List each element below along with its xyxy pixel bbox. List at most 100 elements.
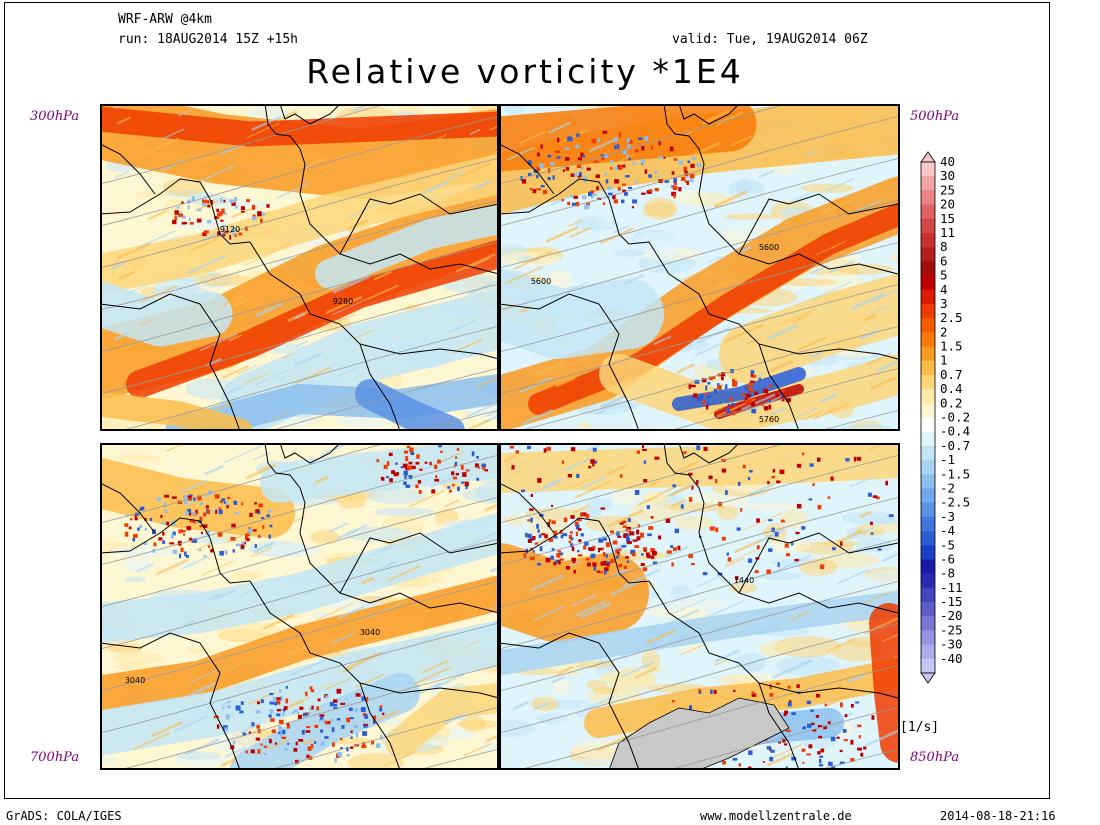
convective-speckle	[648, 189, 653, 192]
convective-speckle	[238, 232, 243, 236]
vorticity-streak	[189, 237, 220, 253]
convective-speckle	[843, 739, 848, 742]
colorbar-tick-label: 0.7	[940, 367, 963, 382]
colorbar-tick-label: -20	[940, 608, 963, 623]
convective-speckle	[600, 154, 605, 157]
vorticity-patch	[611, 484, 641, 505]
country-border	[299, 502, 341, 594]
vorticity-streak	[812, 281, 852, 300]
model-label: WRF-ARW @4km	[118, 12, 212, 27]
convective-speckle	[758, 377, 762, 381]
vorticity-streak	[670, 597, 707, 615]
vorticity-band	[499, 543, 649, 643]
vorticity-patch	[874, 523, 900, 534]
convective-speckle	[183, 500, 188, 504]
convective-speckle	[298, 739, 304, 742]
vorticity-streak	[189, 682, 216, 696]
convective-speckle	[187, 205, 190, 210]
convective-speckle	[709, 526, 715, 531]
vorticity-patch	[722, 213, 779, 220]
convective-speckle	[599, 571, 604, 574]
country-border	[249, 241, 361, 345]
vorticity-streak	[649, 479, 662, 487]
convective-speckle	[588, 465, 592, 469]
vorticity-streak	[826, 177, 855, 192]
convective-speckle	[350, 730, 353, 733]
convective-speckle	[132, 538, 136, 542]
convective-speckle	[593, 160, 599, 163]
vorticity-streak	[189, 668, 221, 684]
convective-speckle	[551, 548, 555, 552]
convective-speckle	[252, 204, 255, 210]
convective-speckle	[207, 205, 211, 208]
convective-speckle	[629, 531, 635, 536]
convective-speckle	[725, 490, 728, 495]
convective-speckle	[751, 691, 755, 695]
country-border	[339, 253, 499, 275]
vorticity-streak	[489, 565, 499, 573]
colorbar-tick-label: -6	[940, 551, 955, 566]
convective-speckle	[251, 722, 255, 727]
vorticity-patch	[873, 504, 900, 512]
vorticity-streak	[294, 366, 332, 385]
vorticity-patch	[759, 641, 789, 658]
convective-speckle	[192, 520, 197, 524]
vorticity-streak	[595, 406, 613, 416]
convective-speckle	[515, 450, 519, 454]
vorticity-streak	[714, 649, 741, 663]
convective-speckle	[274, 702, 278, 706]
colorbar-tick-label: 6	[940, 253, 948, 268]
country-border	[598, 303, 640, 431]
convective-speckle	[545, 557, 551, 563]
vorticity-streak	[320, 443, 352, 457]
vorticity-patch	[770, 538, 811, 553]
convective-speckle	[627, 518, 631, 522]
convective-speckle	[872, 495, 878, 499]
convective-speckle	[410, 451, 414, 455]
vorticity-streak	[255, 302, 283, 318]
convective-speckle	[533, 168, 537, 173]
vorticity-streak	[240, 586, 260, 597]
convective-speckle	[257, 508, 260, 512]
convective-speckle	[647, 555, 651, 559]
convective-speckle	[197, 520, 202, 523]
convective-speckle	[408, 475, 413, 480]
convective-speckle	[169, 542, 175, 545]
convective-speckle	[411, 465, 416, 470]
convective-speckle	[222, 233, 226, 237]
convective-speckle	[380, 476, 385, 481]
country-border	[663, 104, 705, 165]
convective-speckle	[295, 741, 298, 746]
convective-speckle	[791, 712, 796, 716]
convective-speckle	[632, 539, 638, 542]
vorticity-streak	[606, 463, 629, 476]
colorbar-tick-label: 20	[940, 197, 955, 212]
convective-speckle	[641, 553, 644, 556]
vorticity-streak	[652, 335, 672, 346]
convective-speckle	[771, 527, 775, 533]
convective-speckle	[187, 199, 191, 204]
convective-speckle	[195, 509, 198, 514]
convective-speckle	[333, 707, 338, 710]
vorticity-streak	[692, 168, 710, 178]
vorticity-streak	[866, 352, 892, 366]
vorticity-streak	[114, 170, 130, 179]
vorticity-patch	[313, 611, 333, 619]
vorticity-streak	[620, 661, 654, 678]
convective-speckle	[631, 206, 634, 209]
convective-speckle	[330, 719, 334, 722]
convective-speckle	[644, 169, 648, 174]
convective-speckle	[709, 376, 713, 381]
convective-speckle	[269, 709, 274, 714]
convective-speckle	[574, 173, 579, 177]
convective-speckle	[600, 547, 604, 551]
convective-speckle	[694, 379, 700, 384]
convective-speckle	[850, 739, 854, 745]
convective-speckle	[481, 463, 486, 468]
vorticity-streak	[738, 245, 753, 254]
convective-speckle	[271, 729, 276, 733]
vorticity-streak	[459, 161, 492, 178]
vorticity-patch	[135, 190, 169, 198]
convective-speckle	[282, 708, 286, 712]
convective-speckle	[664, 180, 670, 183]
